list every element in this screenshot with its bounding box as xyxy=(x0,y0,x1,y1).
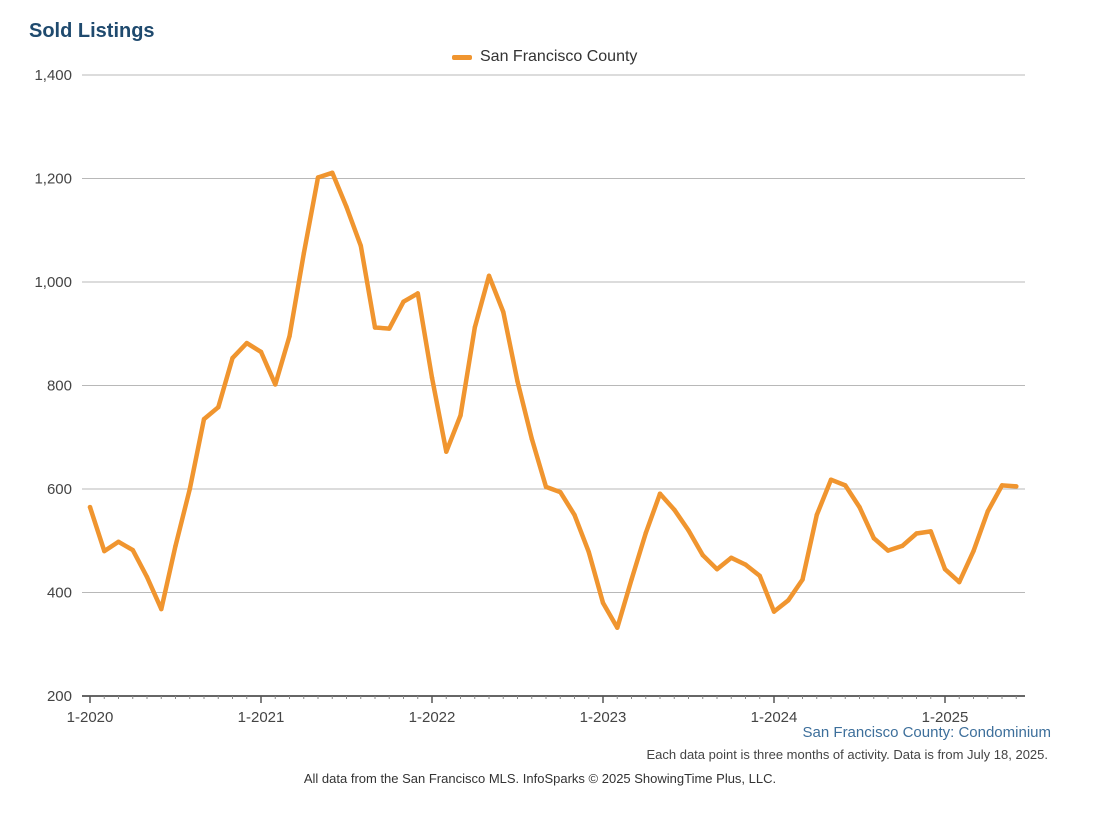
data-point[interactable] xyxy=(429,375,435,380)
data-point[interactable] xyxy=(786,598,791,603)
data-point[interactable] xyxy=(102,548,107,554)
data-point[interactable] xyxy=(928,529,933,534)
data-point[interactable] xyxy=(757,573,762,579)
data-point[interactable] xyxy=(629,577,634,582)
data-point[interactable] xyxy=(700,553,705,558)
x-tick-label: 1-2020 xyxy=(67,709,114,726)
series-layer xyxy=(87,170,1019,630)
legend-swatch xyxy=(452,54,472,60)
data-point[interactable] xyxy=(216,405,221,410)
data-point[interactable] xyxy=(743,562,748,567)
y-tick-label: 600 xyxy=(47,481,72,498)
data-point[interactable] xyxy=(643,530,648,536)
series-line-san-francisco-county[interactable] xyxy=(87,170,1019,630)
source-credit: All data from the San Francisco MLS. Inf… xyxy=(303,771,777,786)
data-point[interactable] xyxy=(387,326,392,331)
y-tick-label: 1,400 xyxy=(34,67,72,84)
chart-subtitle: San Francisco County: Condominium xyxy=(802,724,1051,741)
data-point[interactable] xyxy=(401,299,406,304)
data-point[interactable] xyxy=(358,243,363,248)
data-point[interactable] xyxy=(529,436,534,442)
y-tick-label: 400 xyxy=(47,585,72,602)
data-point[interactable] xyxy=(686,528,691,533)
data-point[interactable] xyxy=(330,170,335,176)
data-point[interactable] xyxy=(572,512,577,518)
x-tick-label: 1-2023 xyxy=(580,709,627,726)
data-point[interactable] xyxy=(971,548,976,554)
data-point[interactable] xyxy=(301,251,306,256)
x-tick-label: 1-2024 xyxy=(751,709,798,726)
data-point[interactable] xyxy=(800,577,805,582)
data-point[interactable] xyxy=(1014,484,1019,489)
data-point[interactable] xyxy=(315,175,321,180)
data-point[interactable] xyxy=(914,531,919,536)
data-point[interactable] xyxy=(828,477,834,482)
data-point[interactable] xyxy=(558,489,563,495)
legend[interactable]: San Francisco County xyxy=(452,48,637,66)
data-point[interactable] xyxy=(273,382,278,387)
data-point[interactable] xyxy=(173,543,178,549)
data-point[interactable] xyxy=(885,548,891,553)
chart-title: Sold Listings xyxy=(29,20,155,42)
data-note: Each data point is three months of activ… xyxy=(646,747,1048,762)
data-point[interactable] xyxy=(230,355,235,361)
data-point[interactable] xyxy=(130,547,135,553)
data-point[interactable] xyxy=(714,567,720,572)
data-point[interactable] xyxy=(159,606,164,612)
x-tick-label: 1-2025 xyxy=(922,709,969,726)
data-point[interactable] xyxy=(344,204,349,210)
data-point[interactable] xyxy=(999,483,1005,488)
x-tick-label: 1-2022 xyxy=(409,709,456,726)
x-tick-label: 1-2021 xyxy=(238,709,285,726)
data-point[interactable] xyxy=(415,291,420,296)
legend-label: San Francisco County xyxy=(480,48,638,65)
data-point[interactable] xyxy=(372,325,378,330)
data-point[interactable] xyxy=(515,379,520,384)
data-point[interactable] xyxy=(201,416,207,422)
data-point[interactable] xyxy=(843,483,848,488)
y-tick-label: 200 xyxy=(47,688,72,705)
data-point[interactable] xyxy=(985,509,990,514)
data-point[interactable] xyxy=(857,504,862,510)
x-axis: 1-2020 1-2021 1-2022 1-2023 1-2024 1-2025 xyxy=(67,695,1025,726)
gridlines xyxy=(82,74,1025,593)
data-point[interactable] xyxy=(657,491,663,496)
data-point[interactable] xyxy=(586,549,591,555)
data-point[interactable] xyxy=(187,486,192,492)
data-point[interactable] xyxy=(543,484,549,490)
data-point[interactable] xyxy=(942,567,948,572)
data-point[interactable] xyxy=(116,539,121,544)
data-point[interactable] xyxy=(244,340,249,346)
data-point[interactable] xyxy=(472,325,477,330)
data-point[interactable] xyxy=(771,609,777,614)
data-point[interactable] xyxy=(900,543,905,549)
data-point[interactable] xyxy=(444,449,449,454)
data-point[interactable] xyxy=(458,413,463,418)
data-point[interactable] xyxy=(144,574,150,580)
data-point[interactable] xyxy=(871,535,876,541)
data-point[interactable] xyxy=(957,579,962,585)
data-point[interactable] xyxy=(672,507,677,512)
data-point[interactable] xyxy=(486,273,492,278)
y-tick-label: 1,000 xyxy=(34,274,72,291)
data-point[interactable] xyxy=(600,600,606,606)
data-point[interactable] xyxy=(814,512,819,518)
data-point[interactable] xyxy=(287,334,292,339)
y-tick-label: 800 xyxy=(47,378,72,395)
data-point[interactable] xyxy=(501,309,506,315)
data-point[interactable] xyxy=(615,625,620,630)
data-point[interactable] xyxy=(258,349,264,355)
data-point[interactable] xyxy=(87,504,93,510)
y-axis-ticks: 200 400 600 800 1,000 1,200 1,400 xyxy=(34,67,72,705)
y-tick-label: 1,200 xyxy=(34,171,72,188)
data-point[interactable] xyxy=(729,555,734,561)
